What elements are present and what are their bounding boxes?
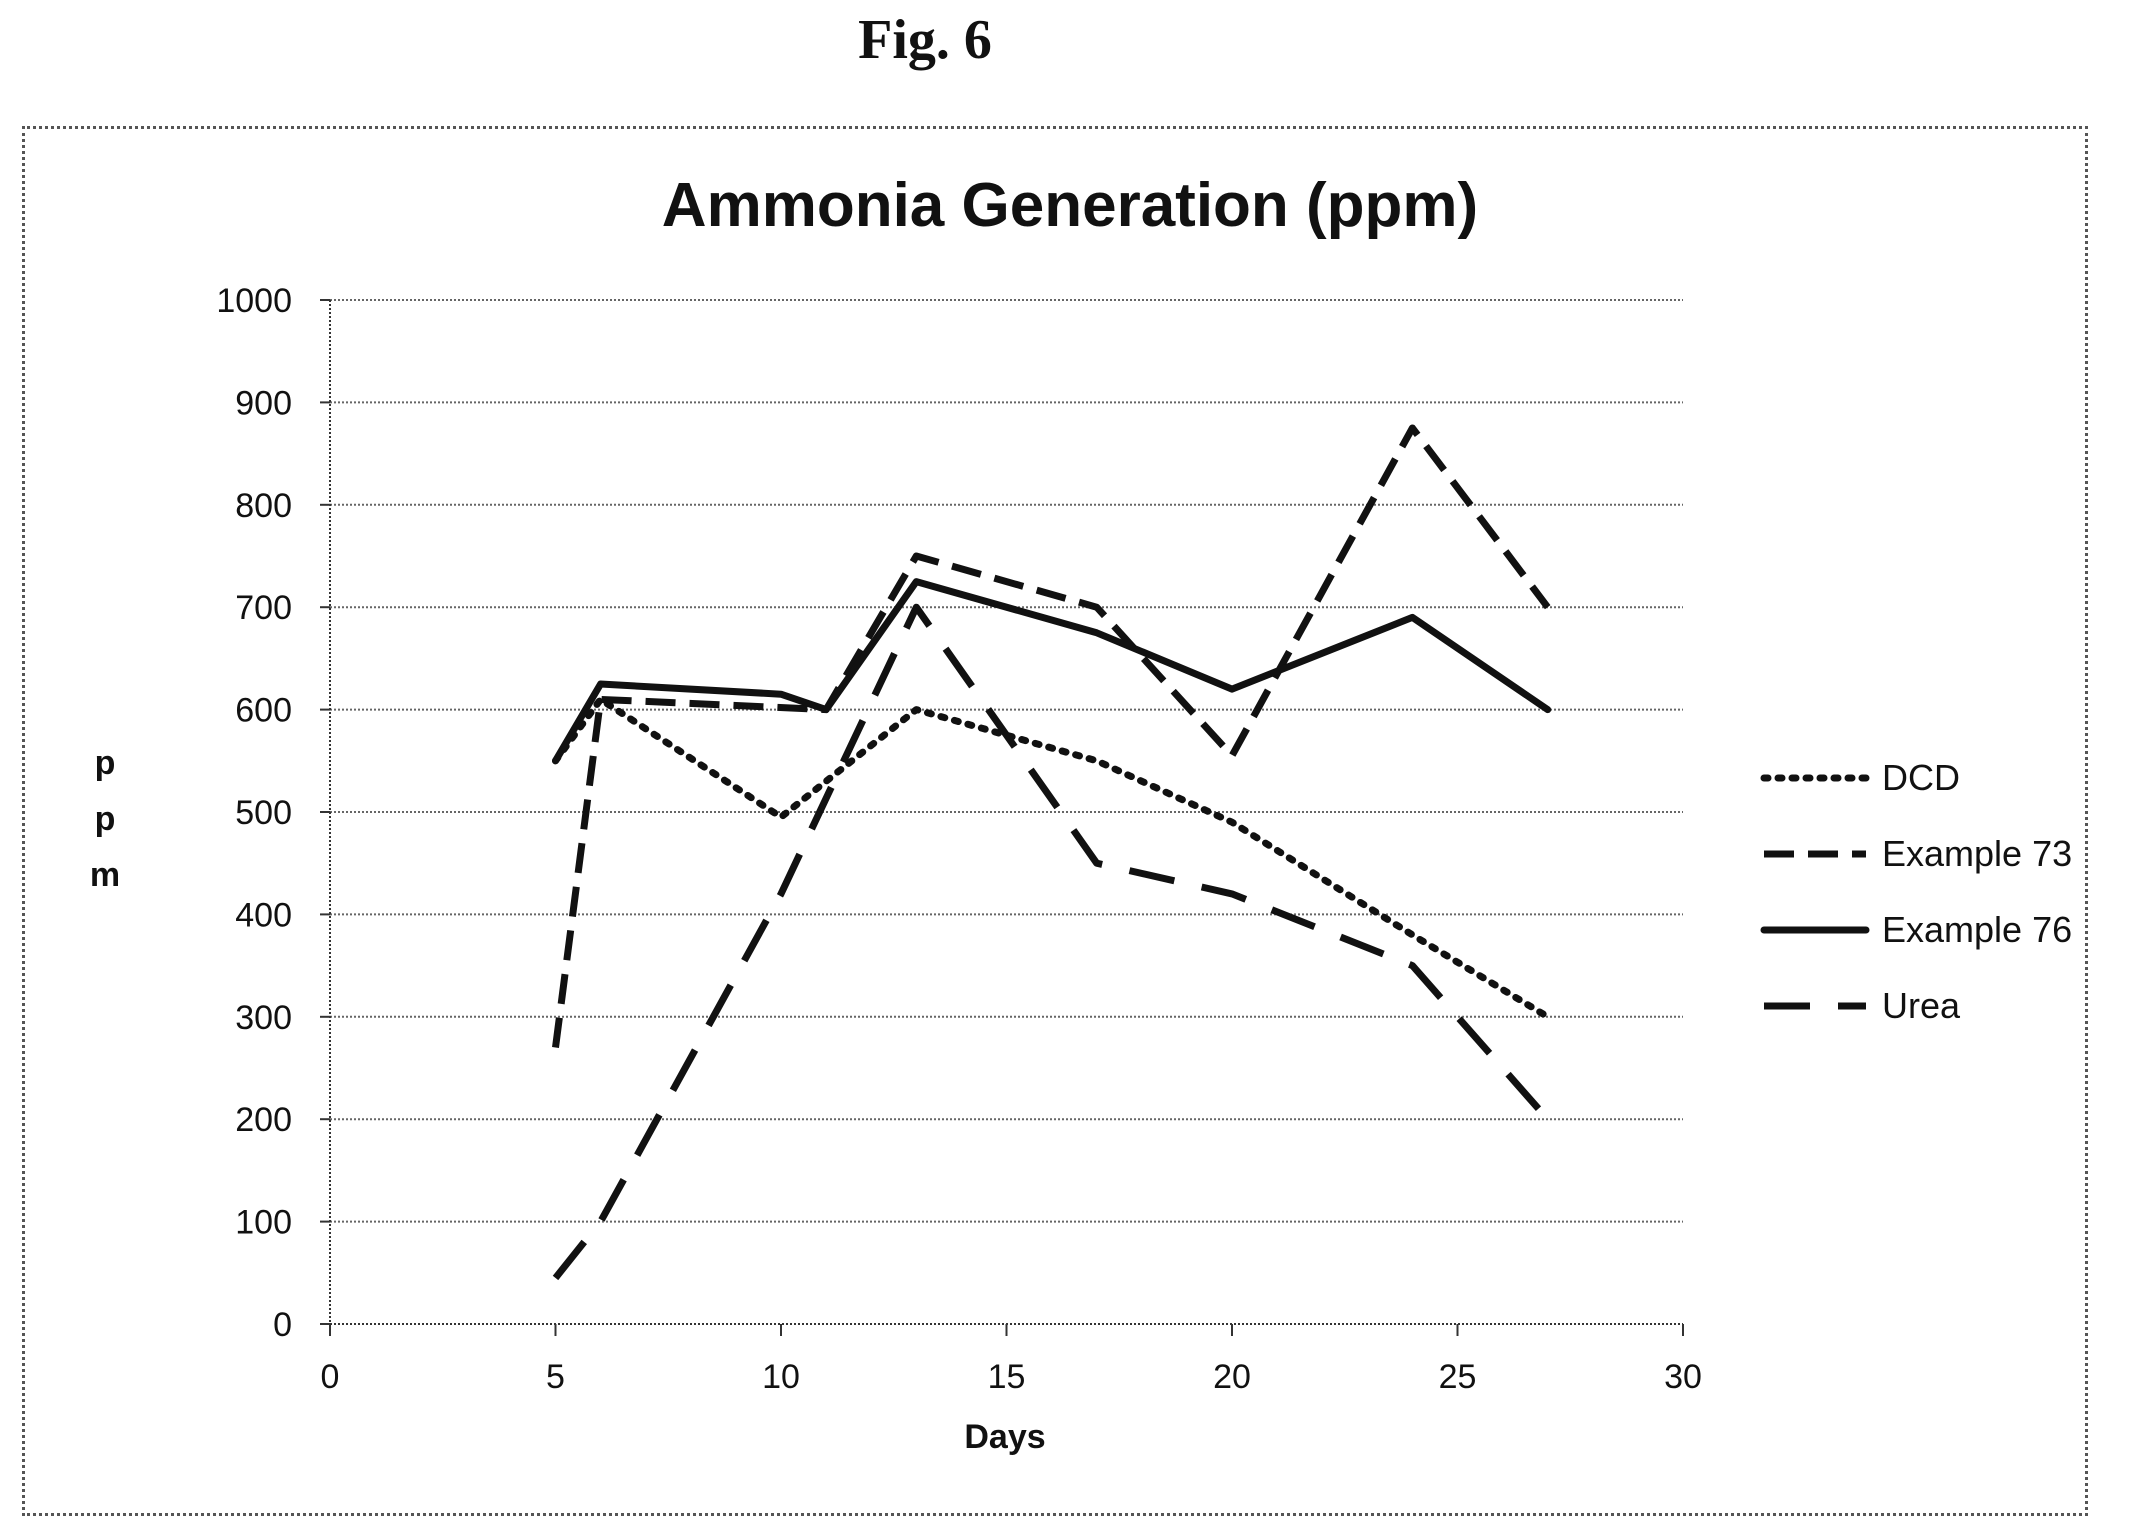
y-tick-label: 1000 <box>216 282 292 320</box>
legend-label-dcd: DCD <box>1882 757 1960 798</box>
x-tick-label: 15 <box>988 1358 1026 1396</box>
legend: DCD Example 73 Example 76 Urea <box>1760 740 2072 1044</box>
y-axis-label-char: p <box>94 800 116 838</box>
y-tick-label: 600 <box>235 692 292 730</box>
y-tick-label: 500 <box>235 794 292 832</box>
series-line-example-76 <box>552 578 1552 765</box>
y-tick-label: 0 <box>273 1306 292 1344</box>
y-tick-label: 700 <box>235 589 292 627</box>
legend-label-urea: Urea <box>1882 985 1961 1026</box>
y-axis-label-char: p <box>94 744 116 782</box>
x-tick-label: 0 <box>321 1358 340 1396</box>
x-tick-label: 25 <box>1439 1358 1477 1396</box>
legend-item-urea: Urea <box>1760 968 2072 1044</box>
series-line-example-73 <box>552 424 1551 1048</box>
legend-label-example-76: Example 76 <box>1882 909 2073 950</box>
y-tick-label: 800 <box>235 487 292 525</box>
legend-swatch-example-76 <box>1760 926 1870 934</box>
legend-label-example-73: Example 73 <box>1882 833 2073 874</box>
legend-item-example-76: Example 76 <box>1760 892 2072 968</box>
x-axis-label: Days <box>964 1418 1046 1456</box>
x-tick-label: 5 <box>546 1358 565 1396</box>
y-tick-label: 400 <box>235 896 292 934</box>
y-tick-label: 900 <box>235 384 292 422</box>
legend-swatch-example-73 <box>1764 850 1866 858</box>
x-tick-label: 20 <box>1213 1358 1251 1396</box>
series-line-dcd <box>552 695 1552 1021</box>
chart-frame <box>22 126 2088 1516</box>
series-line-urea <box>552 603 1551 1281</box>
y-axis-label-char: m <box>89 856 121 894</box>
y-tick-label: 300 <box>235 999 292 1037</box>
x-tick-label: 10 <box>762 1358 800 1396</box>
chart-title: Ammonia Generation (ppm) <box>661 171 1479 240</box>
legend-item-dcd: DCD <box>1760 740 2072 816</box>
figure-label: Fig. 6 <box>858 9 992 71</box>
legend-swatch-urea <box>1764 1002 1866 1010</box>
legend-swatch-dcd <box>1760 774 1870 782</box>
y-tick-label: 100 <box>235 1204 292 1242</box>
y-tick-label: 200 <box>235 1101 292 1139</box>
x-tick-label: 30 <box>1664 1358 1702 1396</box>
legend-item-example-73: Example 73 <box>1760 816 2072 892</box>
